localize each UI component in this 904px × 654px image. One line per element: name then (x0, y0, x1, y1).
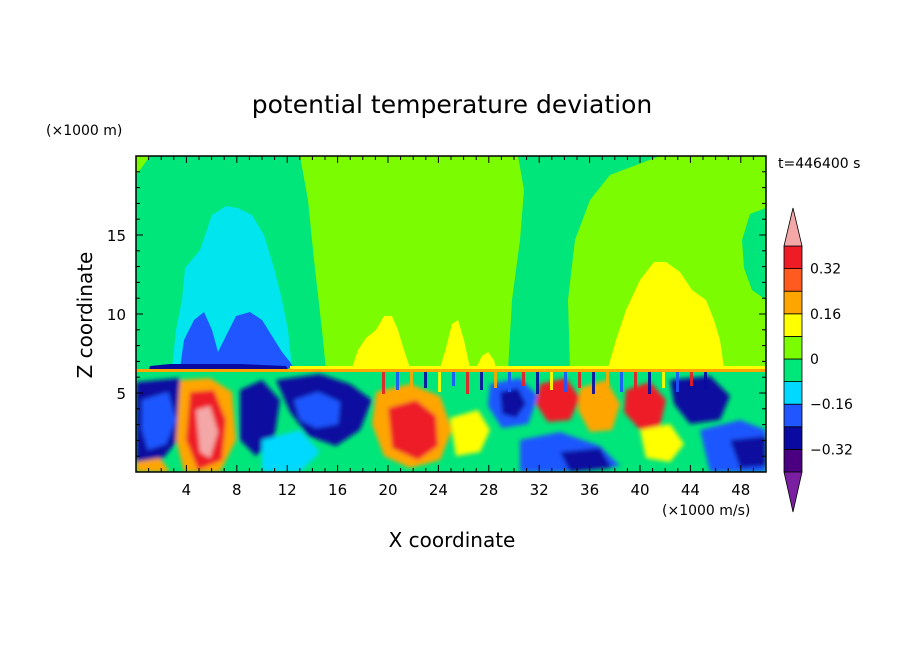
colorbar-swatch (783, 358, 803, 383)
x-tick-label: 36 (580, 481, 599, 499)
green-edge-left (136, 156, 150, 175)
yellow-patch-a (352, 316, 410, 368)
x-axis-label: X coordinate (389, 528, 516, 552)
colorbar-swatch (783, 335, 803, 360)
green-region-mid (508, 156, 660, 370)
colorbar-swatch (783, 245, 803, 270)
colorbar-swatch (783, 268, 803, 292)
x-tick-label: 12 (278, 481, 297, 499)
lower-layer (136, 372, 766, 472)
y-tick-label: 5 (116, 385, 126, 403)
colorbar-under-arrow (783, 471, 803, 513)
colorbar-swatch (783, 448, 803, 473)
colorbar-swatch (783, 426, 803, 450)
y-axis-label: Z coordinate (73, 252, 97, 379)
turbulent-stripes (382, 372, 707, 396)
colorbar-label: 0 (810, 352, 819, 368)
green-region-right (742, 208, 766, 300)
yellow-plume-right (608, 262, 724, 368)
colorbar-swatch (783, 381, 803, 405)
x-axis: 4 8 12 16 20 24 28 32 36 40 44 48 (148, 156, 754, 499)
colorbar-label: 0.16 (810, 307, 841, 323)
colorbar: 0.32 0.16 0 −0.16 −0.32 (783, 207, 853, 513)
plot-area (136, 156, 766, 472)
x-tick-label: 32 (530, 481, 549, 499)
x-tick-label: 20 (378, 481, 397, 499)
yellow-patch-b (440, 320, 470, 368)
x-tick-label: 28 (479, 481, 498, 499)
x-tick-label: 8 (232, 481, 242, 499)
chart-title: potential temperature deviation (252, 90, 652, 119)
x-tick-label: 40 (630, 481, 649, 499)
tropopause-edge (136, 369, 766, 372)
colorbar-label: −0.32 (810, 442, 853, 458)
colorbar-swatch (783, 313, 803, 337)
x-tick-label: 44 (681, 481, 700, 499)
x-tick-label: 16 (328, 481, 347, 499)
x-tick-label: 4 (182, 481, 192, 499)
x-unit-label: (×1000 m/s) (662, 503, 750, 519)
x-tick-label: 24 (429, 481, 448, 499)
y-tick-label: 15 (107, 227, 126, 245)
colorbar-swatch (783, 403, 803, 428)
yellow-patch-c (476, 352, 496, 368)
colorbar-over-arrow (783, 207, 803, 247)
y-axis: 5 10 15 (107, 171, 766, 457)
time-label: t=446400 s (778, 156, 860, 172)
blue-lobes (180, 312, 294, 368)
y-tick-label: 10 (107, 306, 126, 324)
y-unit-label: (×1000 m) (46, 123, 122, 139)
colorbar-swatch (783, 290, 803, 315)
x-tick-label: 48 (731, 481, 750, 499)
colorbar-label: −0.16 (810, 397, 853, 413)
colorbar-label: 0.32 (810, 262, 841, 278)
